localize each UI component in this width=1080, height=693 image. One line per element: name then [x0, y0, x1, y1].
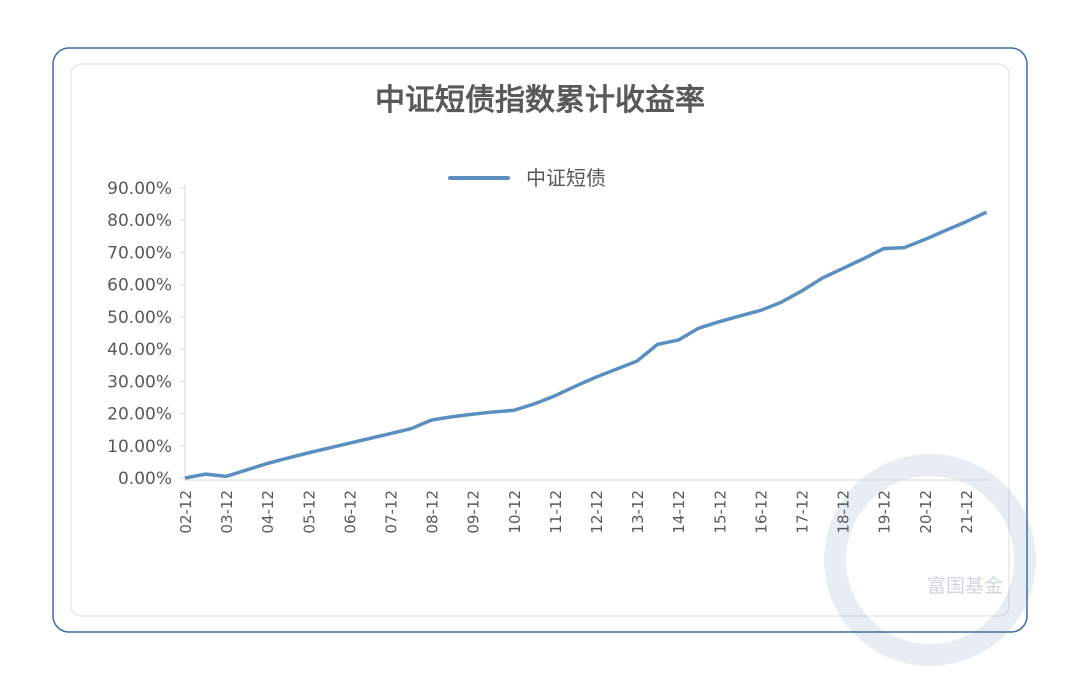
x-tick-label: 16-12: [752, 490, 770, 534]
legend-label: 中证短债: [526, 166, 606, 190]
x-tick-label: 03-12: [218, 490, 236, 534]
x-tick-label: 15-12: [711, 490, 729, 534]
y-tick-label: 70.00%: [107, 243, 172, 263]
x-tick-label: 09-12: [465, 490, 483, 534]
x-tick-label: 10-12: [506, 490, 524, 534]
watermark: 富国基金: [927, 575, 1003, 597]
x-tick-label: 19-12: [876, 490, 894, 534]
x-tick-label: 05-12: [300, 490, 318, 534]
x-tick-label: 17-12: [794, 490, 812, 534]
line-series: [184, 210, 988, 480]
x-tick-label: 02-12: [177, 490, 195, 534]
x-tick-label: 13-12: [629, 490, 647, 534]
y-tick-label: 30.00%: [107, 372, 172, 392]
y-tick-label: 10.00%: [107, 437, 172, 457]
chart-title: 中证短债指数累计收益率: [375, 83, 705, 118]
y-tick-label: 90.00%: [107, 179, 172, 199]
inner-frame: [70, 63, 1010, 617]
x-tick-label: 14-12: [670, 490, 688, 534]
y-tick-label: 0.00%: [118, 469, 172, 489]
x-tick-label: 20-12: [917, 490, 935, 534]
y-tick-label: 40.00%: [107, 340, 172, 360]
watermark-logo: [824, 454, 1036, 666]
x-tick-label: 07-12: [383, 490, 401, 534]
x-tick-label: 06-12: [341, 490, 359, 534]
x-tick-label: 04-12: [259, 490, 277, 534]
y-tick-label: 60.00%: [107, 276, 172, 296]
x-tick-label: 18-12: [835, 490, 853, 534]
x-tick-label: 12-12: [588, 490, 606, 534]
y-tick-label: 20.00%: [107, 405, 172, 425]
x-tick-label: 08-12: [424, 490, 442, 534]
x-tick-label: 11-12: [547, 490, 565, 534]
x-tick-label: 21-12: [958, 490, 976, 534]
y-tick-label: 80.00%: [107, 211, 172, 231]
y-tick-label: 50.00%: [107, 308, 172, 328]
